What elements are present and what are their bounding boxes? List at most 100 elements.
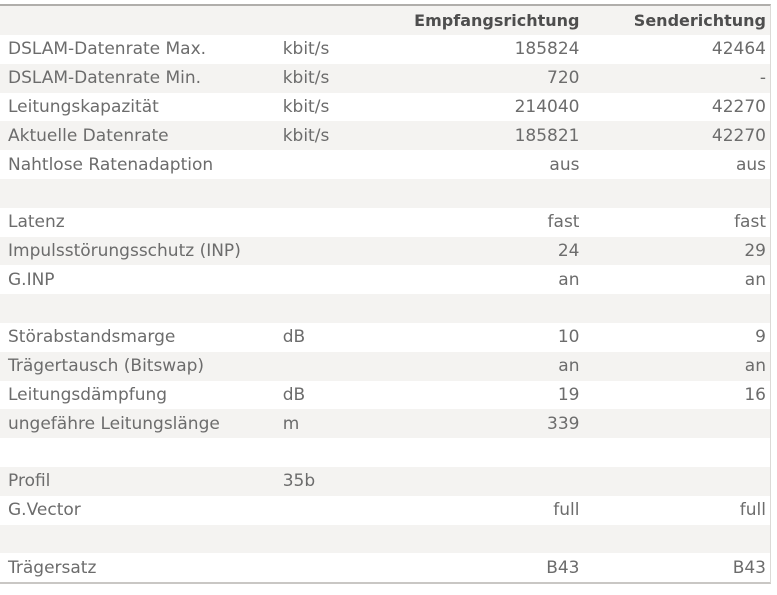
- row-value-senden: [581, 524, 770, 554]
- row-value-senden: aus: [581, 150, 770, 179]
- table-row: Nahtlose Ratenadaption aus aus: [0, 150, 770, 179]
- table-spacer-row: [0, 178, 770, 208]
- row-label: [0, 178, 275, 208]
- row-unit: dB: [274, 322, 385, 352]
- row-value-senden: 29: [581, 236, 770, 266]
- row-unit: [274, 236, 385, 266]
- row-label: [0, 438, 275, 467]
- row-unit: [274, 178, 385, 208]
- table-header-row: Empfangsrichtung Senderichtung: [0, 6, 770, 35]
- row-label: Trägersatz: [0, 553, 275, 583]
- row-label: Leitungsdämpfung: [0, 380, 275, 410]
- row-value-empfang: 339: [384, 409, 582, 439]
- table-row: Latenz fast fast: [0, 207, 770, 237]
- dsl-stats-table-container: Empfangsrichtung Senderichtung DSLAM-Dat…: [0, 4, 771, 585]
- table-row: Leitungskapazität kbit/s 214040 42270: [0, 92, 770, 122]
- table-row: Leitungsdämpfung dB 19 16: [0, 380, 770, 410]
- row-value-senden: full: [581, 495, 770, 525]
- row-label: G.INP: [0, 265, 275, 295]
- row-unit: dB: [274, 380, 385, 410]
- table-row: G.Vector full full: [0, 495, 770, 525]
- row-label: Leitungskapazität: [0, 92, 275, 122]
- row-unit: kbit/s: [274, 35, 385, 64]
- row-unit: [274, 524, 385, 554]
- table-spacer-row: [0, 438, 770, 467]
- row-value-empfang: 185824: [384, 35, 582, 64]
- row-unit: 35b: [274, 466, 385, 496]
- row-value-empfang: [384, 294, 582, 323]
- dsl-stats-table: Empfangsrichtung Senderichtung DSLAM-Dat…: [0, 6, 770, 583]
- row-unit: [274, 553, 385, 583]
- row-unit: [274, 438, 385, 467]
- row-value-senden: an: [581, 265, 770, 295]
- table-row: Trägersatz B43 B43: [0, 553, 770, 583]
- row-unit: m: [274, 409, 385, 439]
- row-value-empfang: an: [384, 265, 582, 295]
- row-unit: [274, 351, 385, 381]
- row-value-empfang: 19: [384, 380, 582, 410]
- row-unit: kbit/s: [274, 92, 385, 122]
- table-row: Profil 35b: [0, 466, 770, 496]
- row-value-empfang: an: [384, 351, 582, 381]
- table-row: Aktuelle Datenrate kbit/s 185821 42270: [0, 121, 770, 151]
- row-value-senden: -: [581, 63, 770, 93]
- row-label: DSLAM-Datenrate Min.: [0, 63, 275, 93]
- row-label: [0, 524, 275, 554]
- row-value-senden: B43: [581, 553, 770, 583]
- row-value-senden: 42270: [581, 121, 770, 151]
- row-unit: [274, 150, 385, 179]
- table-row: Impulsstörungsschutz (INP) 24 29: [0, 236, 770, 266]
- row-label: Profil: [0, 466, 275, 496]
- table-row: DSLAM-Datenrate Min. kbit/s 720 -: [0, 63, 770, 93]
- row-value-senden: 42464: [581, 35, 770, 64]
- row-label: Aktuelle Datenrate: [0, 121, 275, 151]
- row-unit: kbit/s: [274, 63, 385, 93]
- table-row: Trägertausch (Bitswap) an an: [0, 351, 770, 381]
- row-value-empfang: [384, 524, 582, 554]
- row-value-senden: fast: [581, 207, 770, 237]
- row-value-empfang: [384, 466, 582, 496]
- table-row: ungefähre Leitungslänge m 339: [0, 409, 770, 439]
- row-value-empfang: aus: [384, 150, 582, 179]
- row-value-empfang: 185821: [384, 121, 582, 151]
- row-value-senden: [581, 178, 770, 208]
- row-value-senden: an: [581, 351, 770, 381]
- row-label: Trägertausch (Bitswap): [0, 351, 275, 381]
- row-value-empfang: fast: [384, 207, 582, 237]
- row-value-senden: [581, 438, 770, 467]
- row-value-empfang: 214040: [384, 92, 582, 122]
- row-value-empfang: [384, 178, 582, 208]
- header-senderichtung: Senderichtung: [581, 6, 770, 35]
- row-value-empfang: 720: [384, 63, 582, 93]
- row-unit: [274, 294, 385, 323]
- row-value-empfang: B43: [384, 553, 582, 583]
- row-value-empfang: [384, 438, 582, 467]
- row-unit: kbit/s: [274, 121, 385, 151]
- table-spacer-row: [0, 524, 770, 554]
- row-unit: [274, 265, 385, 295]
- row-label: Impulsstörungsschutz (INP): [0, 236, 275, 266]
- row-unit: [274, 207, 385, 237]
- row-value-senden: 9: [581, 322, 770, 352]
- header-empfangsrichtung: Empfangsrichtung: [384, 6, 582, 35]
- row-value-empfang: 10: [384, 322, 582, 352]
- row-label: [0, 294, 275, 323]
- row-label: Nahtlose Ratenadaption: [0, 150, 275, 179]
- row-value-empfang: full: [384, 495, 582, 525]
- row-label: Latenz: [0, 207, 275, 237]
- row-value-senden: [581, 409, 770, 439]
- row-value-senden: [581, 466, 770, 496]
- row-value-senden: [581, 294, 770, 323]
- row-label: ungefähre Leitungslänge: [0, 409, 275, 439]
- table-row: G.INP an an: [0, 265, 770, 295]
- header-label-column: [0, 6, 275, 35]
- row-label: DSLAM-Datenrate Max.: [0, 35, 275, 64]
- table-spacer-row: [0, 294, 770, 323]
- row-value-empfang: 24: [384, 236, 582, 266]
- table-row: Störabstandsmarge dB 10 9: [0, 322, 770, 352]
- table-row: DSLAM-Datenrate Max. kbit/s 185824 42464: [0, 35, 770, 64]
- row-value-senden: 16: [581, 380, 770, 410]
- row-value-senden: 42270: [581, 92, 770, 122]
- row-label: G.Vector: [0, 495, 275, 525]
